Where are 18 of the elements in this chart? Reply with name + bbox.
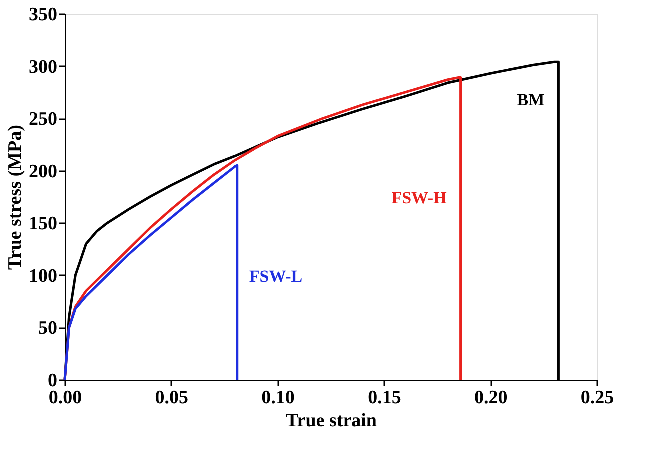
y-tick-label: 250 (29, 109, 58, 130)
y-tick-label: 50 (38, 318, 58, 340)
x-tick-label: 0.25 (580, 388, 614, 408)
series-label: FSW-H (392, 188, 447, 208)
x-tick-label: 0.10 (262, 388, 295, 408)
x-tick-label: 0.20 (474, 388, 508, 408)
y-axis-title: True stress (MPa) (5, 125, 26, 270)
series-label: BM (517, 90, 545, 110)
line-series (64, 164, 239, 382)
y-tick-label: 350 (29, 4, 58, 26)
x-tick-label: 0.05 (155, 388, 189, 408)
series-label: FSW-L (249, 267, 303, 286)
y-tick-label: 150 (29, 214, 58, 235)
y-tick-label: 100 (29, 266, 58, 287)
x-axis-title: True strain (286, 410, 378, 432)
y-tick-label: 300 (29, 56, 58, 78)
x-tick-label: 0.15 (368, 388, 402, 408)
y-tick-label: 200 (29, 161, 58, 182)
